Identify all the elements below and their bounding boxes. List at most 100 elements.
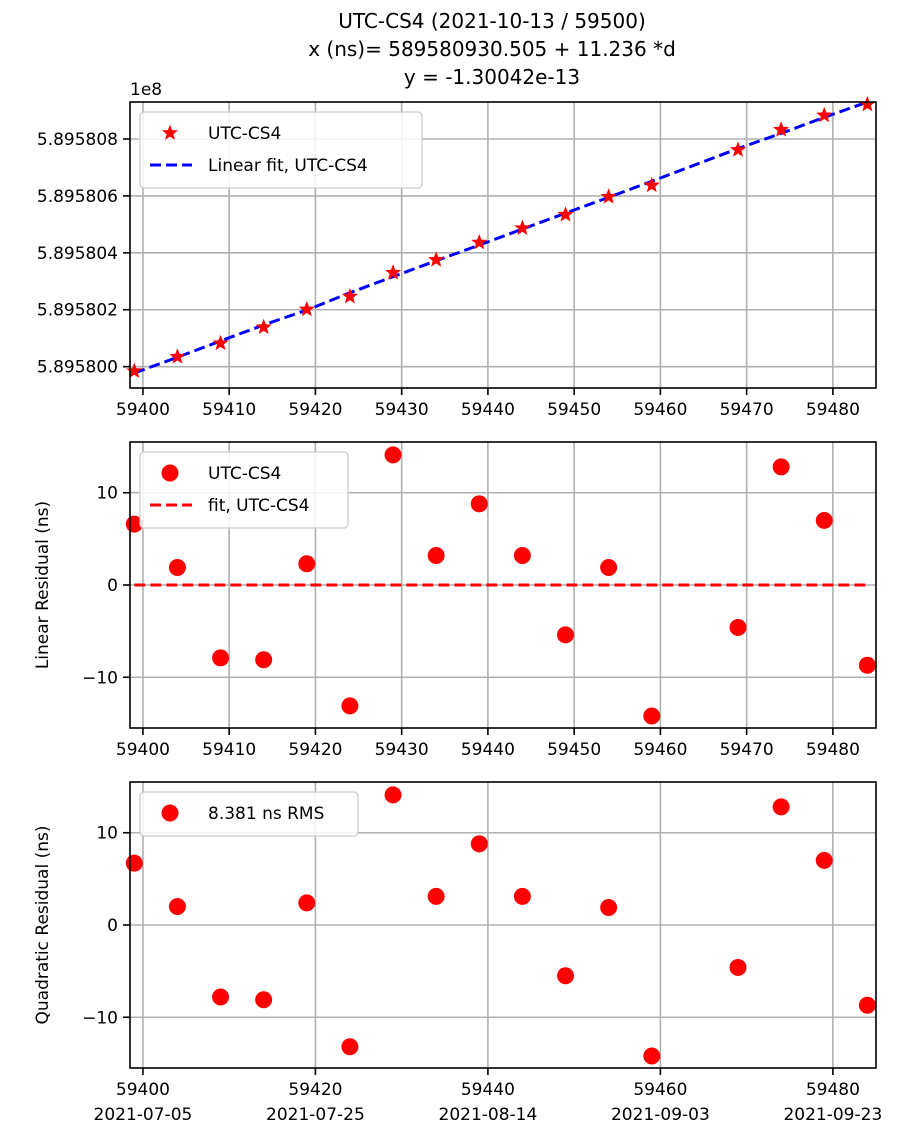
data-point-star	[384, 264, 402, 280]
legend-box	[139, 451, 349, 529]
data-point	[168, 558, 186, 576]
x-tick-label: 59400	[116, 1080, 170, 1100]
data-point	[815, 511, 833, 529]
legend-label: UTC-CS4	[208, 124, 281, 144]
data-point	[557, 967, 575, 985]
legend-label: fit, UTC-CS4	[208, 496, 310, 516]
y-tick-label: 0	[107, 576, 118, 596]
data-point	[298, 555, 316, 573]
data-point	[341, 1038, 359, 1056]
data-point-star	[255, 318, 272, 335]
data-point-star	[341, 287, 358, 304]
data-point	[858, 996, 876, 1014]
legend-label: Linear fit, UTC-CS4	[208, 156, 368, 176]
y-tick-label: −10	[82, 668, 118, 688]
x-tick-label: 59460	[633, 1080, 687, 1100]
legend-label: UTC-CS4	[208, 464, 281, 484]
x-tick-label: 59410	[202, 740, 256, 760]
y-tick-label: 5.895808	[37, 130, 118, 150]
title-line-1: UTC-CS4 (2021-10-13 / 59500)	[338, 9, 646, 33]
data-point	[384, 446, 402, 464]
x-tick-label: 59400	[116, 740, 170, 760]
data-point-star	[212, 334, 229, 351]
data-point-star	[643, 176, 660, 193]
bottom-panel: 59400 2021-07-05 59420 2021-07-25 59440 2021-…	[33, 781, 882, 1125]
figure-title: UTC-CS4 (2021-10-13 / 59500) x (ns)= 589…	[308, 9, 676, 89]
x-tick-label: 59400	[116, 400, 170, 420]
data-point-star	[514, 219, 531, 236]
data-point	[341, 697, 359, 715]
x-tick-label: 59470	[720, 740, 774, 760]
data-point	[600, 898, 618, 916]
data-point	[600, 558, 618, 576]
data-point	[772, 798, 790, 816]
middle-panel: 59400 59410 59420 59430 59440 59450 59460 59470…	[33, 441, 877, 760]
legend-circle-handle	[161, 464, 179, 482]
data-point	[427, 887, 445, 905]
x-tick-label: 59480	[806, 740, 860, 760]
legend-box	[139, 791, 359, 837]
x-tick-label: 59450	[547, 400, 601, 420]
legend-star-handle	[161, 124, 179, 140]
x-tick-label: 59450	[547, 740, 601, 760]
legend-box	[139, 111, 423, 189]
data-point	[212, 649, 230, 667]
data-point	[858, 656, 876, 674]
data-point	[729, 958, 747, 976]
data-point-star	[773, 121, 790, 137]
y-tick-label: 5.895806	[37, 187, 118, 207]
data-point	[513, 546, 531, 564]
x-tick-label: 59420	[288, 400, 342, 420]
y-axis-label: Linear Residual (ns)	[33, 501, 53, 669]
x-tick-label: 59440	[461, 400, 515, 420]
data-point	[298, 894, 316, 912]
data-point-star	[859, 96, 876, 112]
x-tick-label: 59430	[375, 740, 429, 760]
data-point	[255, 991, 273, 1009]
data-point	[384, 786, 402, 804]
y-tick-label: 10	[96, 824, 118, 844]
data-point	[470, 835, 488, 853]
y-tick-label: −10	[82, 1008, 118, 1028]
data-point	[643, 1047, 661, 1065]
data-point	[513, 887, 531, 905]
x-tick-label: 59470	[720, 400, 774, 420]
x-tick-date-label: 2021-09-03	[611, 1105, 710, 1125]
x-tick-label: 59440	[461, 1080, 515, 1100]
x-tick-label: 59480	[806, 1080, 860, 1100]
title-line-2: x (ns)= 589580930.505 + 11.236 *d	[308, 37, 676, 61]
data-point	[168, 898, 186, 916]
x-tick-label: 59420	[288, 740, 342, 760]
x-tick-label: 59420	[288, 1080, 342, 1100]
title-line-3: y = -1.30042e-13	[404, 65, 580, 89]
x-tick-date-label: 2021-08-14	[439, 1105, 538, 1125]
data-point-star	[126, 362, 143, 378]
y-tick-label: 0	[107, 916, 118, 936]
x-tick-label: 59440	[461, 740, 515, 760]
x-tick-label: 59460	[633, 400, 687, 420]
data-point-star	[298, 300, 315, 317]
top-panel: 59400 59410 59420 59430 59440 59450 59460 59470…	[37, 80, 877, 420]
legend-label: 8.381 ns RMS	[208, 804, 324, 824]
y-tick-label: 5.895804	[37, 244, 118, 264]
data-point	[772, 458, 790, 476]
x-tick-date-label: 2021-07-05	[94, 1105, 193, 1125]
data-point	[815, 851, 833, 869]
x-tick-label: 59480	[806, 400, 860, 420]
x-tick-date-label: 2021-07-25	[266, 1105, 365, 1125]
y-offset-label: 1e8	[130, 80, 162, 100]
data-point	[212, 988, 230, 1006]
y-axis-label: Quadratic Residual (ns)	[33, 825, 53, 1024]
x-tick-label: 59430	[375, 400, 429, 420]
data-point	[729, 618, 747, 636]
legend-circle-handle	[161, 804, 179, 822]
axes-frame	[129, 101, 877, 389]
data-point-star	[729, 141, 747, 157]
data-point-star	[816, 106, 833, 123]
data-point	[643, 707, 661, 725]
data-point	[255, 651, 273, 669]
fit-line	[133, 100, 868, 375]
y-tick-label: 10	[96, 484, 118, 504]
